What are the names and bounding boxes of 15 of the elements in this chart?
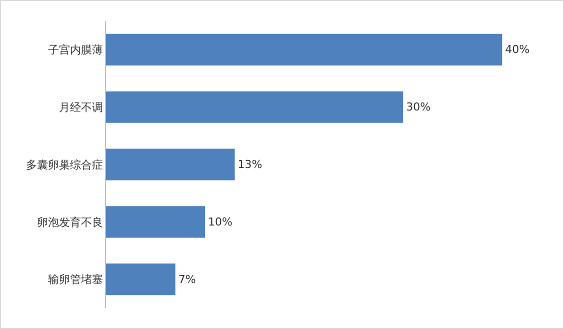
y-tick-label: 多囊卵巢综合症: [26, 158, 103, 172]
y-tick-label: 子宫内膜薄: [48, 44, 103, 57]
bar: [106, 91, 404, 123]
bar: [106, 34, 502, 66]
bar: [106, 206, 206, 238]
bar: [106, 148, 235, 180]
bar: [106, 264, 176, 296]
y-tick-label: 输卵管堵塞: [48, 273, 103, 286]
data-label: 40%: [505, 43, 530, 56]
data-label: 7%: [178, 272, 196, 286]
y-tick-label: 月经不调: [58, 100, 103, 114]
data-label: 13%: [238, 158, 262, 172]
y-tick-label: 卵泡发育不良: [36, 216, 103, 229]
data-label: 10%: [208, 215, 232, 228]
data-label: 30%: [406, 100, 431, 114]
